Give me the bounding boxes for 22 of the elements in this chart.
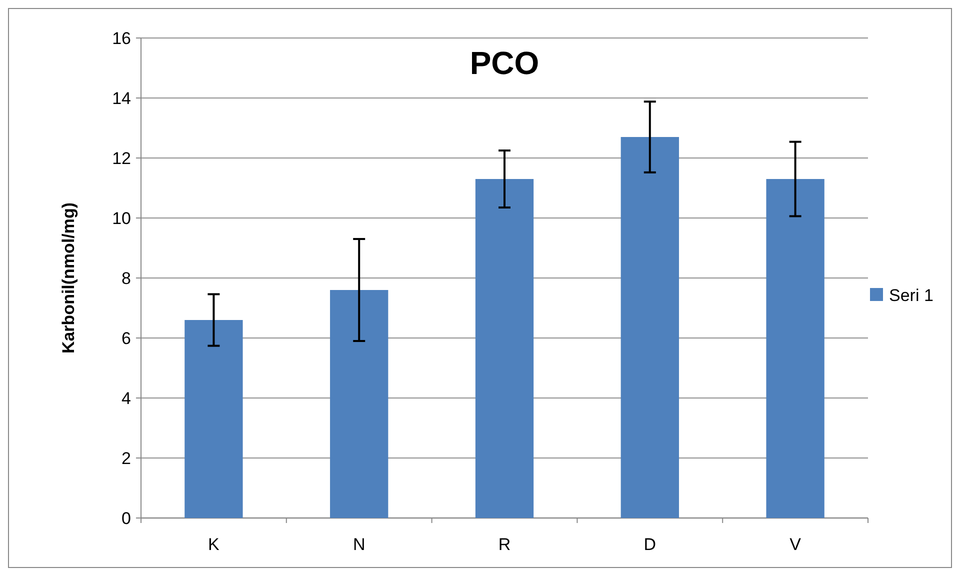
bar (620, 137, 679, 518)
x-tick-label: D (644, 535, 656, 554)
legend-label: Seri 1 (889, 286, 934, 305)
bar (766, 179, 824, 518)
bar (184, 320, 243, 518)
y-tick-label: 16 (112, 28, 131, 48)
x-tick-label: K (208, 535, 220, 554)
y-axis-title: Karbonil(nmol/mg) (59, 202, 78, 354)
x-tick-label: R (498, 535, 511, 554)
x-tick-label: V (790, 535, 802, 554)
y-tick-label: 10 (112, 208, 131, 228)
bar (330, 290, 388, 518)
y-tick-label: 4 (122, 388, 131, 408)
x-tick-label: N (352, 535, 366, 554)
y-tick-label: 0 (122, 508, 131, 528)
y-tick-label: 6 (122, 328, 131, 348)
y-tick-label: 12 (112, 148, 131, 168)
chart-title: PCO (470, 45, 540, 81)
y-tick-label: 2 (122, 448, 131, 468)
y-tick-label: 8 (122, 268, 131, 288)
bar (475, 179, 534, 518)
y-tick-label: 14 (112, 88, 131, 108)
